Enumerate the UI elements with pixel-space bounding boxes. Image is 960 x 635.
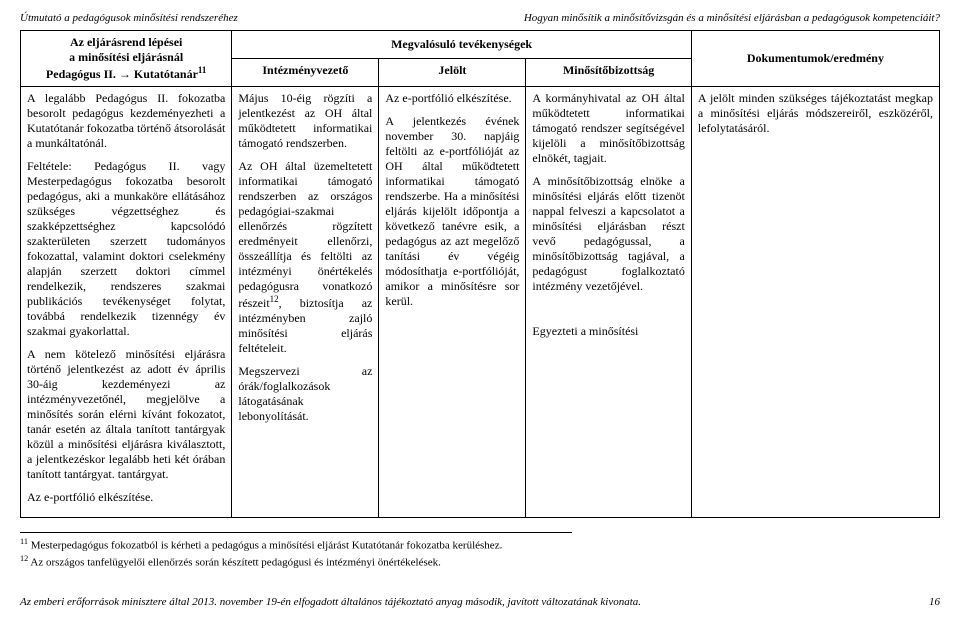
table-header-row-1: Az eljárásrend lépései a minősítési eljá… bbox=[21, 31, 940, 59]
footnote-11-text: Mesterpedagógus fokozatból is kérheti a … bbox=[28, 540, 502, 552]
header-steps: Az eljárásrend lépései a minősítési eljá… bbox=[21, 31, 232, 87]
main-table: Az eljárásrend lépései a minősítési eljá… bbox=[20, 30, 940, 518]
cell-committee: A kormányhivatal az OH által működtetett… bbox=[526, 87, 691, 518]
footnote-11-num: 11 bbox=[20, 537, 28, 546]
footnotes: 11 Mesterpedagógus fokozatból is kérheti… bbox=[20, 532, 572, 568]
steps-p2: Feltétele: Pedagógus II. vagy Mesterpeda… bbox=[27, 159, 225, 339]
footer-left: Az emberi erőforrások minisztere által 2… bbox=[20, 596, 641, 608]
leader-p3: Megszervezi az órák/foglalkozások látoga… bbox=[238, 364, 372, 424]
committee-p1: A kormányhivatal az OH által működtetett… bbox=[532, 91, 684, 166]
header-steps-line1: Az eljárásrend lépései bbox=[70, 35, 182, 49]
docs-p1: A jelölt minden szükséges tájékoztatást … bbox=[698, 91, 933, 136]
header-steps-line2: a minősítési eljárásnál bbox=[69, 50, 183, 64]
leader-p1: Május 10-éig rögzíti a jelentkezést az O… bbox=[238, 91, 372, 151]
footnote-12: 12 Az országos tanfelügyelői ellenőrzés … bbox=[20, 554, 572, 569]
cell-candidate: Az e-portfólió elkészítése. A jelentkezé… bbox=[379, 87, 526, 518]
header-institution-leader: Intézményvezető bbox=[232, 59, 379, 87]
candidate-p1: Az e-portfólió elkészítése. bbox=[385, 91, 519, 106]
steps-p3: A nem kötelező minősítési eljárásra tört… bbox=[27, 347, 225, 482]
header-steps-line3: Pedagógus II. → Kutatótanár bbox=[46, 67, 198, 81]
leader-p2a: Az OH által üzemeltetett informatikai tá… bbox=[238, 159, 372, 310]
header-docs: Dokumentumok/eredmény bbox=[691, 31, 939, 87]
header-candidate: Jelölt bbox=[379, 59, 526, 87]
footnote-11: 11 Mesterpedagógus fokozatból is kérheti… bbox=[20, 537, 572, 552]
page-header: Útmutató a pedagógusok minősítési rendsz… bbox=[20, 12, 940, 24]
header-committee: Minősítőbizottság bbox=[526, 59, 691, 87]
steps-p4: Az e-portfólió elkészítése. bbox=[27, 490, 225, 505]
header-right: Hogyan minősítik a minősítővizsgán és a … bbox=[524, 12, 940, 24]
footer-page-number: 16 bbox=[929, 596, 940, 608]
steps-p1: A legalább Pedagógus II. fokozatba besor… bbox=[27, 91, 225, 151]
leader-p2: Az OH által üzemeltetett informatikai tá… bbox=[238, 159, 372, 356]
cell-steps: A legalább Pedagógus II. fokozatba besor… bbox=[21, 87, 232, 518]
cell-institution-leader: Május 10-éig rögzíti a jelentkezést az O… bbox=[232, 87, 379, 518]
header-left: Útmutató a pedagógusok minősítési rendsz… bbox=[20, 12, 238, 24]
header-steps-sup: 11 bbox=[198, 65, 207, 75]
cell-docs: A jelölt minden szükséges tájékoztatást … bbox=[691, 87, 939, 518]
candidate-p2: A jelentkezés évének november 30. napjái… bbox=[385, 114, 519, 309]
leader-sup: 12 bbox=[270, 294, 279, 304]
committee-p2: A minősítőbizottság elnöke a minősítési … bbox=[532, 174, 684, 294]
table-body-row: A legalább Pedagógus II. fokozatba besor… bbox=[21, 87, 940, 518]
footnote-12-text: Az országos tanfelügyelői ellenőrzés sor… bbox=[28, 556, 441, 568]
page-footer: Az emberi erőforrások minisztere által 2… bbox=[20, 596, 940, 608]
header-activities: Megvalósuló tevékenységek bbox=[232, 31, 691, 59]
footnote-12-num: 12 bbox=[20, 554, 28, 563]
committee-p3: Egyezteti a minősítési bbox=[532, 324, 684, 339]
